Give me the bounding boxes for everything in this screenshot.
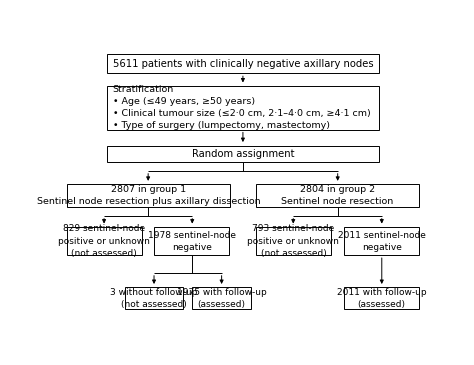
FancyBboxPatch shape	[107, 54, 379, 73]
Text: 793 sentinel-node
positive or unknown
(not assessed): 793 sentinel-node positive or unknown (n…	[247, 224, 339, 258]
FancyBboxPatch shape	[107, 146, 379, 162]
Text: Stratification
• Age (≤49 years, ≥50 years)
• Clinical tumour size (≤2·0 cm, 2·1: Stratification • Age (≤49 years, ≥50 yea…	[112, 85, 370, 130]
FancyBboxPatch shape	[107, 86, 379, 130]
Text: 2804 in group 2
Sentinel node resection: 2804 in group 2 Sentinel node resection	[282, 185, 393, 207]
Text: 2807 in group 1
Sentinel node resection plus axillary dissection: 2807 in group 1 Sentinel node resection …	[36, 185, 260, 207]
Text: 829 sentinel-node
positive or unknown
(not assessed): 829 sentinel-node positive or unknown (n…	[58, 224, 150, 258]
FancyBboxPatch shape	[66, 184, 230, 207]
Text: 2011 with follow-up
(assessed): 2011 with follow-up (assessed)	[337, 288, 427, 309]
Text: 2011 sentinel-node
negative: 2011 sentinel-node negative	[337, 231, 426, 252]
Text: 1978 sentinel-node
negative: 1978 sentinel-node negative	[148, 231, 236, 252]
FancyBboxPatch shape	[66, 227, 142, 255]
Text: Random assignment: Random assignment	[191, 149, 294, 159]
FancyBboxPatch shape	[256, 227, 331, 255]
FancyBboxPatch shape	[256, 184, 419, 207]
FancyBboxPatch shape	[344, 227, 419, 255]
Text: 5611 patients with clinically negative axillary nodes: 5611 patients with clinically negative a…	[113, 59, 373, 69]
Text: 3 without follow-up
(not assessed): 3 without follow-up (not assessed)	[110, 288, 198, 309]
FancyBboxPatch shape	[154, 227, 229, 255]
FancyBboxPatch shape	[192, 288, 251, 310]
FancyBboxPatch shape	[344, 288, 419, 310]
FancyBboxPatch shape	[125, 288, 183, 310]
Text: 1975 with follow-up
(assessed): 1975 with follow-up (assessed)	[177, 288, 266, 309]
